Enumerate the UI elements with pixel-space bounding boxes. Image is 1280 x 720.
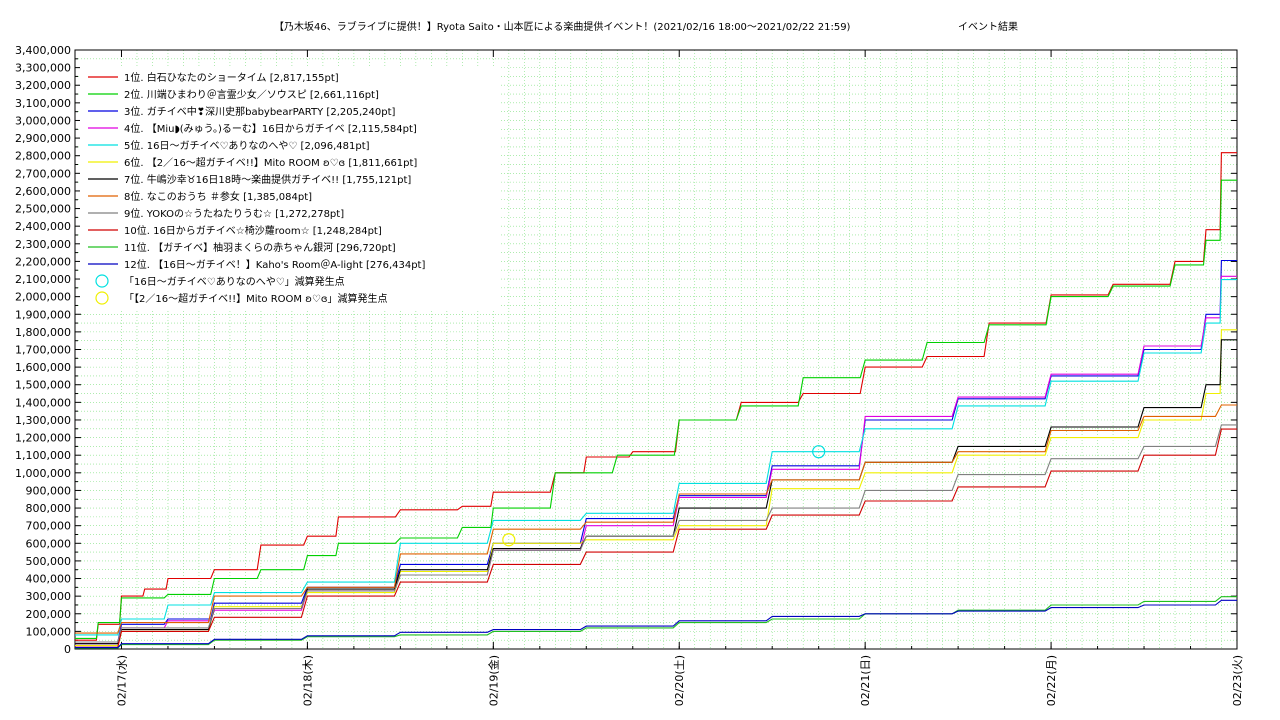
legend-entry-label: 7位. 牛嶋沙幸♉16日18時～楽曲提供ガチイベ!! [1,755,121pt] [124, 173, 411, 186]
y-tick-label: 3,000,000 [15, 114, 71, 127]
series-line-6 [75, 329, 1237, 647]
series-line-2 [75, 179, 1237, 639]
series-lines [75, 152, 1237, 649]
y-tick-label: 0 [64, 643, 71, 656]
y-tick-label: 3,400,000 [15, 44, 71, 57]
y-tick-label: 3,300,000 [15, 62, 71, 75]
decrease-marker-2 [502, 533, 516, 547]
y-tick-label: 500,000 [26, 555, 72, 568]
series-line-4 [75, 275, 1237, 645]
y-tick-label: 2,000,000 [15, 291, 71, 304]
y-tick-label: 1,800,000 [15, 326, 71, 339]
y-tick-label: 800,000 [26, 502, 72, 515]
legend-entry-label: 1位. 白石ひなたのショータイム [2,817,155pt] [124, 71, 339, 84]
legend-entry-label: 6位. 【2／16～超ガチイベ!!】Mito ROOM ʚ♡ɞ [1,811,6… [124, 156, 417, 169]
x-tick-label: 02/18(木) [301, 655, 314, 706]
y-tick-label: 3,100,000 [15, 97, 71, 110]
legend-entry-label: 12位. 【16日～ガチイベ！】Kaho's Room＠A-light [276… [124, 258, 425, 271]
legend: 1位. 白石ひなたのショータイム [2,817,155pt] 2位. 川端ひまわり… [80, 66, 500, 310]
y-tick-label: 1,600,000 [15, 361, 71, 374]
series-line-9 [75, 424, 1237, 643]
y-tick-label: 1,700,000 [15, 344, 71, 357]
decrease-marker-1 [812, 445, 826, 459]
legend-background [80, 66, 500, 310]
y-tick-label: 2,200,000 [15, 255, 71, 268]
series-line-5 [75, 279, 1237, 636]
series-line-1 [75, 152, 1237, 641]
chart-subtitle: イベント結果 [958, 20, 1018, 33]
y-tick-label: 2,800,000 [15, 150, 71, 163]
legend-entry-label: 11位. 【ガチイベ】柚羽まくらの赤ちゃん銀河 [296,720pt] [124, 241, 396, 254]
series-line-11 [75, 596, 1237, 649]
legend-marker-swatch [95, 291, 109, 305]
x-tick-label: 02/23(火) [1231, 655, 1244, 706]
legend-entry-label: 3位. ガチイベ中❣深川史那babybearPARTY [2,205,240pt… [124, 105, 395, 118]
legend-marker-label: 「【2／16～超ガチイベ!!】Mito ROOM ʚ♡ɞ」減算発生点 [124, 292, 387, 305]
legend-entry-label: 9位. YOKOの☆うたねたりうむ☆ [1,272,278pt] [124, 207, 344, 220]
y-tick-label: 1,200,000 [15, 432, 71, 445]
legend-marker-swatch [95, 274, 109, 288]
series-line-10 [75, 428, 1237, 648]
y-tick-label: 1,900,000 [15, 308, 71, 321]
legend-marker-label: 「16日～ガチイベ♡ありなのへや♡」減算発生点 [124, 275, 345, 288]
y-axis: 0 100,000 200,000 300,000 400,000 500,000 600,… [15, 44, 1237, 656]
y-tick-label: 100,000 [26, 625, 72, 638]
y-tick-label: 1,100,000 [15, 449, 71, 462]
legend-entry-label: 10位. 16日からガチイベ☆椅沙蘿room☆ [1,248,284pt] [124, 224, 382, 237]
x-tick-label: 02/20(土) [673, 655, 686, 706]
x-tick-label: 02/21(日) [859, 655, 872, 706]
x-tick-label: 02/22(月) [1045, 655, 1058, 706]
y-tick-label: 1,000,000 [15, 467, 71, 480]
y-tick-label: 200,000 [26, 608, 72, 621]
y-tick-label: 300,000 [26, 590, 72, 603]
y-tick-label: 1,500,000 [15, 379, 71, 392]
y-tick-label: 2,600,000 [15, 185, 71, 198]
series-line-12 [75, 599, 1237, 649]
y-tick-label: 3,200,000 [15, 79, 71, 92]
legend-entry-label: 2位. 川端ひまわり＠言霊少女／ソウスピ [2,661,116pt] [124, 88, 379, 101]
marker-points [502, 445, 826, 547]
y-tick-label: 1,300,000 [15, 414, 71, 427]
x-tick-label: 02/19(金) [486, 655, 500, 706]
y-tick-label: 2,400,000 [15, 220, 71, 233]
y-tick-label: 2,100,000 [15, 273, 71, 286]
series-line-8 [75, 404, 1237, 634]
y-tick-label: 400,000 [26, 573, 72, 586]
y-tick-label: 2,300,000 [15, 238, 71, 251]
legend-entry-label: 4位. 【Miu◗(みゅう。)るーむ】16日からガチイベ [2,115,584p… [124, 122, 417, 135]
x-tick-label: 02/17(水) [115, 655, 128, 706]
y-tick-label: 2,900,000 [15, 132, 71, 145]
y-tick-label: 900,000 [26, 484, 72, 497]
legend-entry-label: 8位. なこのおうち ＃参女 [1,385,084pt] [124, 190, 312, 203]
legend-entry-label: 5位. 16日～ガチイベ♡ありなのへや♡ [2,096,481pt] [124, 139, 370, 152]
x-axis: 02/17(水) 02/18(木) 02/19(金) 02/20(土) 02/21(日)… [115, 50, 1244, 706]
y-tick-label: 1,400,000 [15, 396, 71, 409]
series-line-7 [75, 339, 1237, 645]
y-tick-label: 700,000 [26, 520, 72, 533]
y-tick-label: 600,000 [26, 537, 72, 550]
y-tick-label: 2,500,000 [15, 203, 71, 216]
y-tick-label: 2,700,000 [15, 167, 71, 180]
chart-title: 【乃木坂46、ラブライブに提供！】Ryota Saito・山本匠による楽曲提供イ… [274, 20, 851, 33]
